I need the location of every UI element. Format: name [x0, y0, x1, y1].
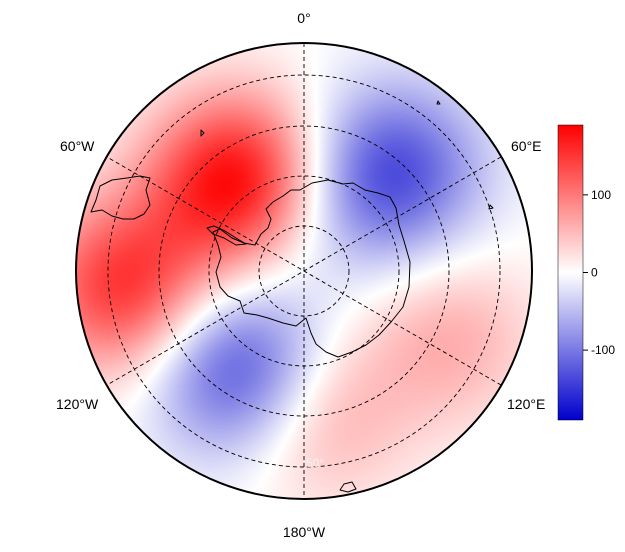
lat-circle-50 [107, 74, 501, 468]
island-3 [436, 100, 441, 105]
antarctica-coastline [212, 179, 411, 358]
lat-label-70: 70° [306, 405, 324, 419]
colorbar-gradient [557, 124, 584, 421]
colorbar-tick-label: 0 [591, 266, 598, 280]
colorbar: 100 0 -100 [557, 124, 615, 421]
lon-label-60w: 60°W [60, 138, 95, 154]
meridian-120e-60w [106, 156, 502, 386]
south-america-tip [90, 175, 151, 220]
lon-label-120e: 120°E [507, 396, 545, 412]
lon-label-120w: 120°W [56, 396, 99, 412]
antarctic-peninsula [206, 225, 247, 246]
graticule [106, 43, 502, 499]
colorbar-tick-label: 100 [591, 188, 611, 202]
coastlines [90, 100, 494, 493]
colorbar-tick-label: -100 [591, 343, 615, 357]
lon-label-60e: 60°E [511, 138, 542, 154]
map-boundary [75, 42, 533, 500]
island-2 [339, 481, 357, 493]
island-1 [200, 129, 205, 137]
lon-label-180: 180°W [283, 524, 326, 540]
island-4 [488, 204, 494, 210]
lon-label-0: 0° [297, 10, 310, 26]
lat-label-50: 50° [306, 456, 324, 470]
